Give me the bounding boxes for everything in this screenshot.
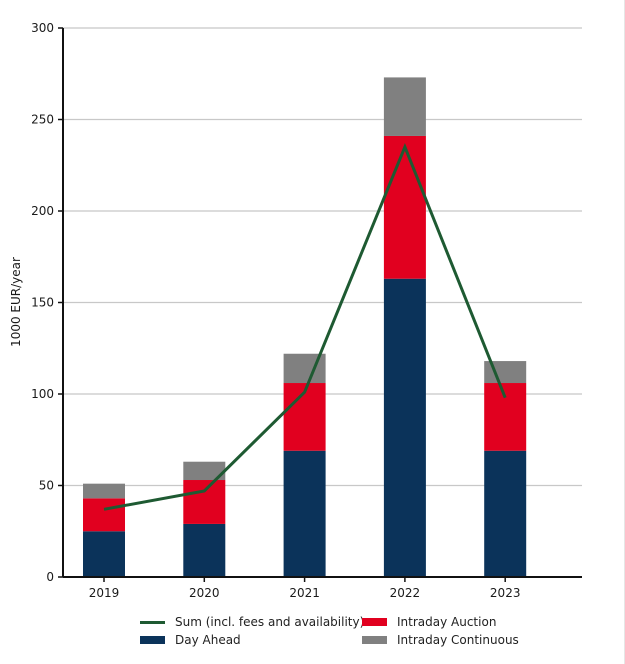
y-tick-label: 150 (31, 296, 54, 310)
y-tick-labels: 0 50 100 150 200 250 300 (31, 21, 54, 584)
y-tick-label: 0 (46, 570, 54, 584)
y-tick-label: 250 (31, 113, 54, 127)
x-tick-labels: 2019 2020 2021 2022 2023 (89, 586, 521, 600)
bar-intraday-auction-2021 (283, 383, 326, 451)
legend-label: Intraday Continuous (397, 633, 519, 647)
legend-color-swatch (140, 636, 165, 644)
x-tick-label: 2023 (490, 586, 521, 600)
axes (58, 27, 582, 582)
x-tick-label: 2020 (189, 586, 220, 600)
y-tick-label: 50 (39, 479, 54, 493)
legend-item-intraday-auction: Intraday Auction (362, 614, 496, 630)
bar-intraday-auction-2020 (183, 480, 226, 524)
legend-color-swatch (362, 636, 387, 644)
bar-day-ahead-2021 (283, 450, 326, 577)
bar-day-ahead-2019 (83, 531, 125, 577)
legend-color-swatch (362, 618, 387, 626)
legend-label: Intraday Auction (397, 615, 497, 629)
x-tick-label: 2021 (289, 586, 320, 600)
bar-intraday-auction-2023 (484, 383, 527, 451)
legend-line-swatch (140, 620, 165, 624)
legend-item-day-ahead: Day Ahead (140, 632, 241, 648)
bar-intraday-continuous-2019 (83, 483, 125, 499)
bar-day-ahead-2020 (183, 523, 226, 577)
bar-intraday-continuous-2023 (484, 361, 527, 384)
bar-day-ahead-2023 (484, 450, 527, 577)
bar-intraday-continuous-2020 (183, 461, 226, 481)
y-axis-title: 1000 EUR/year (9, 257, 23, 347)
bar-intraday-auction-2022 (383, 135, 426, 279)
x-tick-label: 2019 (89, 586, 120, 600)
sum-line-group (103, 142, 507, 511)
bar-day-ahead-2022 (383, 278, 426, 577)
x-tick-label: 2022 (390, 586, 421, 600)
y-tick-label: 300 (31, 21, 54, 35)
legend-item-sum: Sum (incl. fees and availability) (140, 614, 364, 630)
bars (83, 77, 527, 577)
legend-label: Day Ahead (175, 633, 241, 647)
bar-intraday-continuous-2022 (383, 77, 426, 136)
legend-item-intraday-continuous: Intraday Continuous (362, 632, 519, 648)
y-tick-label: 200 (31, 204, 54, 218)
legend-label: Sum (incl. fees and availability) (175, 615, 365, 629)
bar-intraday-auction-2019 (83, 498, 125, 532)
y-tick-label: 100 (31, 387, 54, 401)
